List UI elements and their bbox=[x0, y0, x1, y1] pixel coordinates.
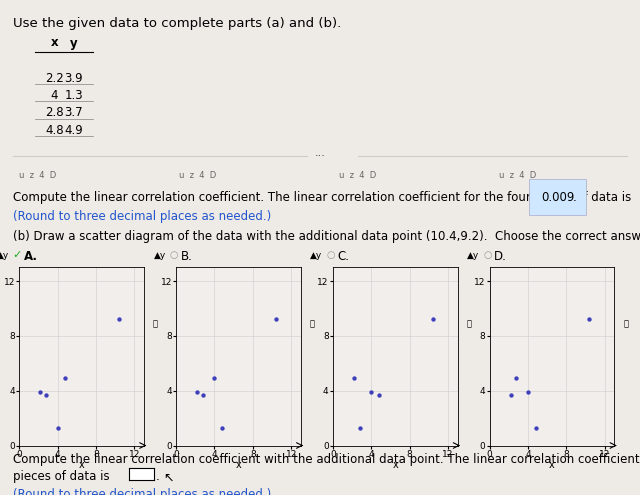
Text: ○: ○ bbox=[170, 250, 178, 260]
Text: A.: A. bbox=[24, 250, 38, 263]
Text: ✓: ✓ bbox=[13, 250, 22, 260]
Text: u  z  4  D: u z 4 D bbox=[499, 171, 536, 180]
Point bbox=[531, 424, 541, 432]
Text: 3.9: 3.9 bbox=[64, 72, 83, 85]
Text: 🔍: 🔍 bbox=[310, 319, 314, 328]
Point bbox=[60, 374, 70, 382]
Text: u  z  4  D: u z 4 D bbox=[339, 171, 376, 180]
Text: ▲y: ▲y bbox=[0, 251, 9, 260]
Text: 1.3: 1.3 bbox=[64, 89, 83, 102]
Point bbox=[192, 388, 202, 396]
Text: pieces of data is: pieces of data is bbox=[13, 470, 109, 483]
Point bbox=[41, 391, 51, 399]
Text: 0.009: 0.009 bbox=[541, 191, 574, 203]
Point bbox=[428, 315, 438, 323]
Text: u  z  4  D: u z 4 D bbox=[19, 171, 56, 180]
Text: u  z  4  D: u z 4 D bbox=[179, 171, 216, 180]
Point bbox=[114, 315, 124, 323]
Text: ▲y: ▲y bbox=[467, 251, 479, 260]
Point bbox=[523, 388, 533, 396]
Point bbox=[35, 388, 45, 396]
X-axis label: x: x bbox=[236, 460, 241, 470]
Text: x: x bbox=[51, 37, 58, 50]
Text: 🔍: 🔍 bbox=[623, 319, 628, 328]
Point bbox=[217, 424, 227, 432]
Text: 🔍: 🔍 bbox=[467, 319, 471, 328]
Text: ○: ○ bbox=[483, 250, 492, 260]
Point bbox=[511, 374, 522, 382]
Text: ○: ○ bbox=[326, 250, 335, 260]
Text: y: y bbox=[70, 37, 77, 50]
Text: 2.8: 2.8 bbox=[45, 106, 64, 119]
Point bbox=[198, 391, 208, 399]
Text: ▲y: ▲y bbox=[154, 251, 166, 260]
Point bbox=[506, 391, 516, 399]
Text: 4: 4 bbox=[51, 89, 58, 102]
Text: (Round to three decimal places as needed.): (Round to three decimal places as needed… bbox=[13, 210, 271, 223]
Text: C.: C. bbox=[337, 250, 349, 263]
X-axis label: x: x bbox=[79, 460, 84, 470]
Point bbox=[209, 374, 220, 382]
Text: Compute the linear correlation coefficient. The linear correlation coefficient f: Compute the linear correlation coefficie… bbox=[13, 191, 631, 203]
Text: ···: ··· bbox=[315, 151, 325, 161]
Point bbox=[355, 424, 365, 432]
X-axis label: x: x bbox=[392, 460, 398, 470]
Point bbox=[374, 391, 384, 399]
Text: ▲y: ▲y bbox=[310, 251, 323, 260]
Text: .: . bbox=[573, 191, 577, 203]
Text: Use the given data to complete parts (a) and (b).: Use the given data to complete parts (a)… bbox=[13, 17, 341, 30]
Text: (Round to three decimal places as needed.): (Round to three decimal places as needed… bbox=[13, 488, 271, 495]
Text: Compute the linear correlation coefficient with the additional data point. The l: Compute the linear correlation coefficie… bbox=[13, 453, 640, 466]
Text: D.: D. bbox=[494, 250, 507, 263]
X-axis label: x: x bbox=[549, 460, 555, 470]
Text: 🔍: 🔍 bbox=[153, 319, 157, 328]
Text: 2.2: 2.2 bbox=[45, 72, 64, 85]
Text: B.: B. bbox=[180, 250, 193, 263]
Point bbox=[52, 424, 63, 432]
Point bbox=[584, 315, 595, 323]
Text: 3.7: 3.7 bbox=[64, 106, 83, 119]
Text: (b) Draw a scatter diagram of the data with the additional data point (10.4,9.2): (b) Draw a scatter diagram of the data w… bbox=[13, 230, 640, 243]
Text: ↖: ↖ bbox=[163, 471, 173, 484]
Point bbox=[349, 374, 359, 382]
Text: 4.8: 4.8 bbox=[45, 124, 64, 137]
Point bbox=[271, 315, 281, 323]
Point bbox=[366, 388, 376, 396]
Text: .: . bbox=[156, 470, 159, 483]
Text: 4.9: 4.9 bbox=[64, 124, 83, 137]
